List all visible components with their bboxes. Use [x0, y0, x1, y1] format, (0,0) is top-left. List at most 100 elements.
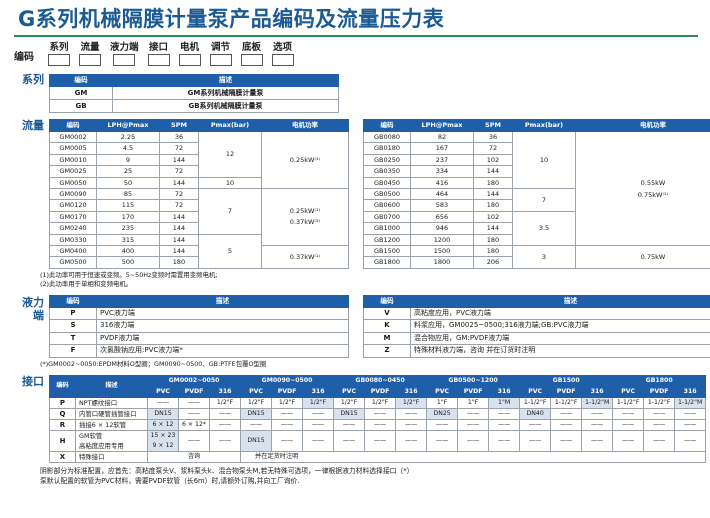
- interface-group-header: GM0002~0050: [146, 374, 242, 387]
- interface-sub-header: 316: [395, 385, 428, 398]
- interface-col-code: 编码: [49, 374, 76, 398]
- flow-spm: 72: [159, 199, 199, 212]
- flow-col-spm: SPM: [159, 119, 199, 132]
- interface-sub-header: PVC: [240, 385, 273, 398]
- code-field-box[interactable]: [240, 54, 263, 66]
- flow-code: GM0330: [49, 233, 97, 247]
- code-field-motor: 电机: [178, 42, 201, 66]
- table-row: Q 内管口硬管插管接口 DN15 —— —— DN15 —— —— DN15 —…: [49, 407, 707, 420]
- flow-code: GM0010: [49, 153, 97, 167]
- interface-sub-header: PVDF: [550, 385, 583, 398]
- interface-cell: ——: [581, 418, 614, 431]
- flow-lph: 464: [410, 188, 474, 201]
- flow-spm: 102: [473, 153, 513, 167]
- interface-cell: ——: [271, 429, 304, 452]
- interface-cell: ——: [550, 429, 583, 452]
- interface-section: 接口 编码 描述 GM0002~0050 GM0090~0500 GB0080~…: [0, 374, 710, 463]
- interface-cell: 1"M: [488, 396, 521, 409]
- flow-spm: 72: [473, 142, 513, 155]
- flow-lph: 1800: [410, 256, 474, 269]
- title-divider: [14, 35, 698, 37]
- interface-cell: ——: [395, 418, 428, 431]
- flow-power-line2: 0.75kW⁽¹⁾: [637, 190, 669, 199]
- liquid-code: T: [49, 331, 97, 346]
- flow-pmax: 7: [512, 188, 576, 212]
- flow-lph: 115: [96, 199, 160, 212]
- flow-spm: 144: [159, 210, 199, 224]
- interface-cell: 6 × 12*: [178, 418, 210, 431]
- code-field-box[interactable]: [48, 54, 70, 66]
- table-row: GM0330 315 144 5: [49, 233, 349, 269]
- flow-lph: 2.25: [96, 130, 160, 144]
- code-field-label: 底板: [242, 42, 262, 53]
- liquid-desc: 特殊材料液力端，咨询 并在订货时注明: [410, 344, 710, 358]
- series-section-label: 系列: [22, 73, 44, 86]
- flow-lph: 583: [410, 199, 474, 212]
- table-row: T PVDF液力端: [49, 331, 349, 346]
- table-row: GM0005 4.5 72: [49, 142, 349, 155]
- liquid-end-label-line1: 液力: [22, 295, 44, 309]
- interface-cell: 1-1/2"F: [612, 396, 645, 409]
- table-row: GB0180 167 72: [363, 142, 710, 155]
- gb-flow-table: 编码 LPH@Pmax SPM Pmax(bar) 电机功率 GB0080 82…: [363, 119, 710, 269]
- interface-footnote-2: 泵默认配置的软管为PVC材料，需要PVDF软管（长6m）时,请额外订购,并向工厂…: [40, 476, 300, 485]
- liquid-code: K: [363, 319, 411, 333]
- interface-cell: ——: [240, 418, 273, 431]
- series-desc: GM系列机械隔膜计量泵: [112, 86, 339, 100]
- interface-cell: ——: [302, 418, 335, 431]
- code-field-box[interactable]: [79, 54, 101, 66]
- interface-cell: ——: [674, 429, 707, 452]
- code-field-flow: 流量: [79, 42, 101, 66]
- table-row: V 高粘度应用，PVC液力端: [363, 306, 710, 321]
- interface-sub-header: PVDF: [364, 385, 397, 398]
- interface-cell: ——: [208, 418, 242, 431]
- flow-code: GM0120: [49, 199, 97, 212]
- flow-code: GB0080: [363, 130, 411, 144]
- flow-spm: 72: [159, 165, 199, 178]
- table-row: M 混合物应用，GM:PVDF液力端: [363, 331, 710, 346]
- flow-section: 流量 编码 LPH@Pmax SPM Pmax(bar) 电机功率 GM0002…: [0, 119, 710, 269]
- flow-lph: 500: [96, 256, 160, 269]
- flow-col-code: 编码: [49, 119, 97, 132]
- flow-lph: 656: [410, 210, 474, 224]
- code-field-box[interactable]: [178, 54, 201, 66]
- flow-lph: 82: [410, 130, 474, 144]
- interface-cell: ——: [333, 429, 366, 452]
- title-block: G系列机械隔膜计量泵产品编码及流量压力表: [0, 0, 710, 34]
- flow-lph: 170: [96, 210, 160, 224]
- interface-cell: 1/2"F: [364, 396, 397, 409]
- interface-cell: ——: [488, 429, 521, 452]
- interface-cell-line1: 15 × 23: [150, 431, 176, 439]
- interface-sub-header: PVDF: [643, 385, 676, 398]
- flow-lph: 946: [410, 222, 474, 235]
- liquid-end-section-label: 液力 端: [10, 295, 49, 322]
- flow-code: GB1200: [363, 233, 411, 247]
- liquid-code: M: [363, 331, 411, 346]
- liquid-col-desc: 描述: [96, 294, 349, 308]
- gm-flow-table: 编码 LPH@Pmax SPM Pmax(bar) 电机功率 GM0002 2.…: [49, 119, 349, 269]
- flow-pmax: 10: [198, 176, 262, 190]
- code-field-box[interactable]: [113, 54, 136, 66]
- liquid-end-left-block: 编码 描述 P PVC液力端 S 316液力端 T PVDF液力端: [49, 294, 349, 358]
- interface-cell-line2: 9 × 12: [152, 441, 174, 449]
- interface-row-code: P: [49, 396, 76, 409]
- interface-special-left: 咨询: [146, 450, 242, 463]
- flow-spm: 72: [159, 188, 199, 201]
- flow-spm: 180: [473, 233, 513, 247]
- interface-cell: 1"F: [426, 396, 459, 409]
- interface-cell: ——: [426, 418, 459, 431]
- flow-code: GB0180: [363, 142, 411, 155]
- interface-cell: ——: [302, 429, 335, 452]
- liquid-desc: 次氯酸钠应用:PVC液力端*: [96, 344, 349, 358]
- interface-cell: ——: [488, 418, 521, 431]
- code-field-box[interactable]: [209, 54, 232, 66]
- flow-code: GB0500: [363, 188, 411, 201]
- interface-group-header: GB0500~1200: [426, 374, 521, 387]
- code-field-label: 电机: [180, 42, 200, 53]
- code-field-box[interactable]: [147, 54, 170, 66]
- code-field-box[interactable]: [271, 54, 294, 66]
- series-col-desc: 描述: [112, 74, 339, 87]
- liquid-end-star-note: (*)GM0002~0050:EPDM材料O型圈；GM0090~0500、GB:…: [40, 359, 267, 368]
- interface-sub-header: PVDF: [178, 385, 210, 398]
- flow-spm: 180: [473, 245, 513, 258]
